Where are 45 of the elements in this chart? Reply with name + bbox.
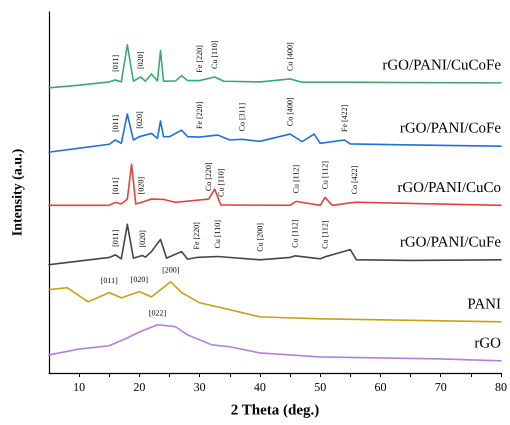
annotation: [020]: [138, 230, 147, 248]
annotation: Co [220]: [204, 162, 214, 192]
annotation: Co [422]: [350, 165, 360, 194]
annotation: Cu [112]: [290, 219, 300, 248]
x-tick-label: 80: [495, 380, 507, 394]
series-label: rGO/PANI/CoFe: [400, 120, 502, 137]
annotation: Fe [220]: [195, 44, 204, 73]
x-tick-label: 40: [254, 380, 266, 394]
annotation: Fe [422]: [340, 104, 349, 132]
y-axis-title: Intensity (a.u.): [10, 148, 26, 236]
annotation: Cu [112]: [292, 164, 301, 194]
annotation: [020]: [130, 275, 148, 284]
x-axis-title: 2 Theta (deg.): [230, 402, 320, 418]
x-tick-label: 20: [133, 380, 146, 394]
annotation: [011]: [110, 229, 120, 247]
annotation: [011]: [110, 176, 120, 194]
annotation: Co [400]: [286, 42, 295, 71]
annotation: Cu [110]: [213, 220, 222, 248]
annotation: Co [400]: [286, 97, 295, 126]
x-tick-label: 30: [194, 380, 206, 394]
annotation: [011]: [100, 276, 118, 286]
annotation: [011]: [110, 54, 120, 72]
annotation: [022]: [148, 308, 166, 318]
annotation: [020]: [136, 176, 146, 194]
annotation: Cu [200]: [255, 222, 264, 252]
annotation: Cu [110]: [216, 168, 226, 197]
x-tick-label: 60: [374, 380, 386, 394]
annotation: Cu [112]: [320, 160, 330, 190]
x-tick-label: 10: [73, 380, 86, 394]
annotation: Cu [112]: [320, 220, 330, 249]
series-label: rGO/PANI/CuCoFe: [382, 57, 502, 74]
annotation: Cu [110]: [210, 40, 220, 69]
annotation: Fe [220]: [195, 101, 204, 130]
series-label: rGO/PANI/CuFe: [400, 234, 502, 250]
annotation: [011]: [110, 114, 120, 132]
annotation: Co [311]: [237, 102, 246, 132]
annotation: [020]: [134, 111, 144, 129]
series-label: rGO/PANI/CuCo: [397, 180, 501, 196]
annotation: [200]: [162, 265, 180, 274]
x-tick-label: 70: [434, 380, 447, 394]
series-label: PANI: [467, 296, 501, 312]
annotation: Fe [220]: [192, 222, 202, 250]
series-label: rGO: [474, 335, 502, 352]
annotation: [020]: [136, 51, 146, 69]
x-tick-label: 50: [314, 380, 326, 394]
